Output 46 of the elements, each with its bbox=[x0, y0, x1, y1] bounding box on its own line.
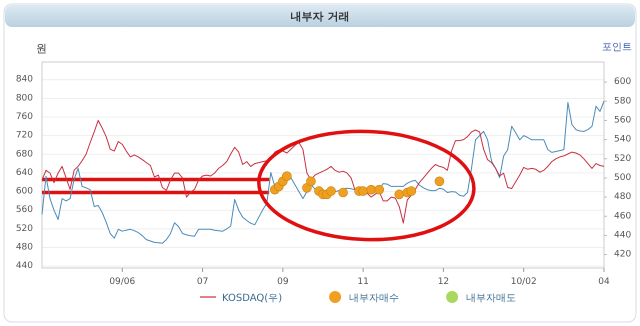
y2-tick-label: 520 bbox=[614, 154, 632, 164]
point bbox=[374, 184, 384, 194]
point bbox=[406, 186, 416, 196]
x-tick-label: 04 bbox=[598, 277, 610, 287]
y-tick-label: 440 bbox=[16, 261, 34, 272]
y-axis-title: 원 bbox=[36, 42, 47, 55]
y-tick-label: 720 bbox=[16, 130, 34, 141]
point bbox=[306, 176, 316, 186]
legend-label: KOSDAQ(우) bbox=[222, 293, 282, 304]
x-tick-label: 09/06 bbox=[109, 277, 136, 287]
x-tick-label: 07 bbox=[196, 277, 208, 287]
y2-tick-label: 600 bbox=[614, 77, 632, 88]
legend-label: 내부자매수 bbox=[349, 293, 400, 304]
x-tick-label: 10/02 bbox=[510, 277, 537, 287]
y2-tick-label: 580 bbox=[614, 96, 632, 106]
y2-tick-label: 460 bbox=[614, 211, 632, 222]
y2-tick-label: 440 bbox=[614, 230, 632, 240]
x-tick-label: 09 bbox=[277, 277, 289, 287]
y-tick-label: 800 bbox=[16, 93, 34, 104]
y2-tick-label: 480 bbox=[614, 192, 632, 202]
y-tick-label: 520 bbox=[16, 224, 34, 234]
x-tick-label: 12 bbox=[438, 277, 450, 287]
point bbox=[434, 176, 444, 186]
point bbox=[394, 190, 404, 200]
y2-tick-label: 540 bbox=[614, 134, 632, 145]
point bbox=[338, 188, 348, 198]
point bbox=[358, 186, 368, 196]
y-tick-label: 840 bbox=[16, 74, 34, 85]
line-series bbox=[42, 120, 604, 224]
point bbox=[326, 186, 336, 196]
line-series bbox=[42, 100, 604, 244]
y-tick-label: 600 bbox=[16, 186, 34, 197]
chart-title: 내부자 거래 bbox=[290, 10, 350, 23]
y-tick-label: 760 bbox=[16, 112, 34, 122]
x-tick-label: 11 bbox=[357, 277, 369, 287]
point bbox=[282, 171, 292, 181]
y2-tick-label: 560 bbox=[614, 115, 632, 126]
y-tick-label: 560 bbox=[16, 205, 34, 216]
y2-tick-label: 420 bbox=[614, 250, 632, 260]
point bbox=[366, 184, 376, 194]
y-tick-label: 480 bbox=[16, 242, 34, 252]
y-tick-label: 680 bbox=[16, 149, 34, 160]
y-tick-label: 640 bbox=[16, 168, 34, 178]
y2-axis-title: 포인트 bbox=[602, 42, 632, 53]
y2-tick-label: 500 bbox=[614, 172, 632, 183]
legend-label: 내부자매도 bbox=[466, 293, 516, 304]
